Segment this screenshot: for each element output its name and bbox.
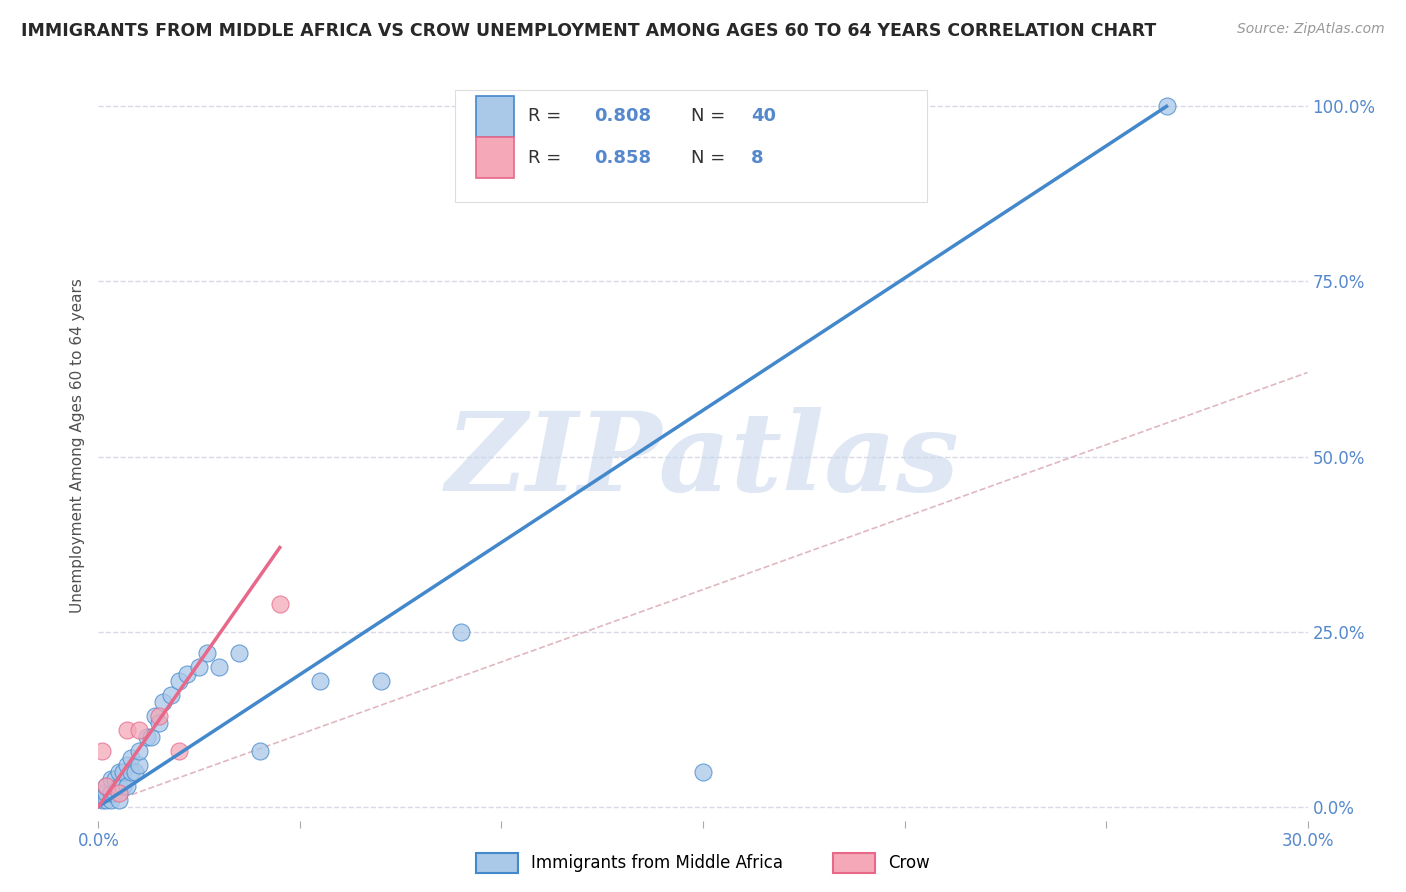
FancyBboxPatch shape — [456, 90, 927, 202]
Point — [309, 673, 332, 688]
Text: 8: 8 — [751, 149, 763, 167]
Point — [111, 764, 134, 779]
Point — [195, 646, 218, 660]
Point — [228, 646, 250, 660]
Point — [96, 779, 118, 793]
Point — [96, 779, 118, 793]
Text: 0.858: 0.858 — [595, 149, 651, 167]
Legend: Immigrants from Middle Africa, Crow: Immigrants from Middle Africa, Crow — [470, 847, 936, 880]
Point — [139, 730, 162, 744]
Point — [143, 708, 166, 723]
Point — [91, 743, 114, 757]
Point — [370, 673, 392, 688]
Point — [124, 764, 146, 779]
Point — [188, 659, 211, 673]
Point — [100, 786, 122, 800]
Point — [115, 757, 138, 772]
Point — [107, 779, 129, 793]
Point — [96, 792, 118, 806]
Point — [100, 772, 122, 786]
Point — [107, 764, 129, 779]
Point — [128, 723, 150, 737]
Point — [692, 764, 714, 779]
Point — [120, 750, 142, 764]
Point — [148, 708, 170, 723]
Point — [100, 792, 122, 806]
Text: IMMIGRANTS FROM MIDDLE AFRICA VS CROW UNEMPLOYMENT AMONG AGES 60 TO 64 YEARS COR: IMMIGRANTS FROM MIDDLE AFRICA VS CROW UN… — [21, 22, 1156, 40]
Point — [135, 730, 157, 744]
Point — [269, 597, 291, 611]
Text: N =: N = — [690, 149, 737, 167]
Point — [160, 688, 183, 702]
Point — [107, 786, 129, 800]
Point — [96, 786, 118, 800]
Point — [103, 772, 125, 786]
Point — [91, 792, 114, 806]
Point — [115, 779, 138, 793]
Point — [1156, 99, 1178, 113]
Text: 0.808: 0.808 — [595, 107, 651, 125]
Point — [115, 723, 138, 737]
Point — [91, 786, 114, 800]
Point — [152, 695, 174, 709]
Text: R =: R = — [527, 107, 567, 125]
FancyBboxPatch shape — [475, 95, 515, 137]
Point — [208, 659, 231, 673]
Point — [249, 743, 271, 757]
Y-axis label: Unemployment Among Ages 60 to 64 years: Unemployment Among Ages 60 to 64 years — [69, 278, 84, 614]
Text: ZIPatlas: ZIPatlas — [446, 408, 960, 515]
Point — [120, 764, 142, 779]
Text: R =: R = — [527, 149, 567, 167]
Point — [128, 757, 150, 772]
Point — [167, 673, 190, 688]
Point — [111, 779, 134, 793]
Text: Source: ZipAtlas.com: Source: ZipAtlas.com — [1237, 22, 1385, 37]
Point — [128, 743, 150, 757]
Point — [450, 624, 472, 639]
Point — [103, 786, 125, 800]
FancyBboxPatch shape — [475, 136, 515, 178]
Text: 40: 40 — [751, 107, 776, 125]
Text: N =: N = — [690, 107, 731, 125]
Point — [107, 792, 129, 806]
Point — [148, 715, 170, 730]
Point — [176, 666, 198, 681]
Point — [167, 743, 190, 757]
